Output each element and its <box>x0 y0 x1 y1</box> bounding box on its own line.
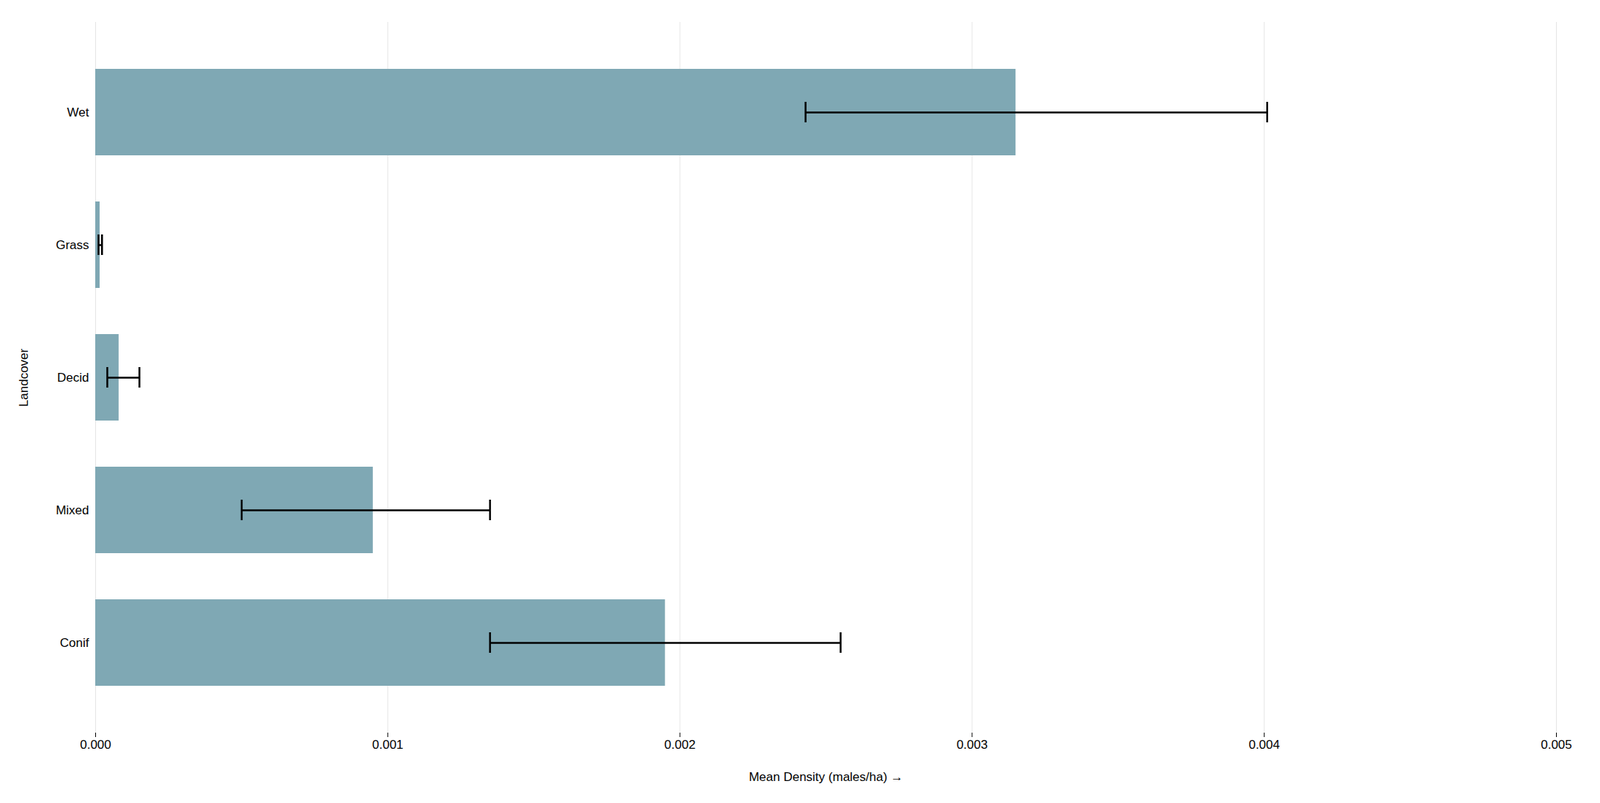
svg-text:0.000: 0.000 <box>79 737 112 752</box>
svg-text:0.003: 0.003 <box>956 737 989 752</box>
svg-text:Mean Density (males/ha) →: Mean Density (males/ha) → <box>748 769 904 784</box>
svg-text:Conif: Conif <box>60 635 90 650</box>
svg-text:Mixed: Mixed <box>55 503 89 518</box>
svg-text:0.001: 0.001 <box>372 737 404 752</box>
svg-text:0.005: 0.005 <box>1540 737 1573 752</box>
svg-text:Decid: Decid <box>57 370 89 385</box>
svg-text:Landcover: Landcover <box>16 347 31 407</box>
svg-text:Wet: Wet <box>67 105 90 120</box>
svg-text:Grass: Grass <box>55 238 89 253</box>
svg-text:0.002: 0.002 <box>664 737 696 752</box>
svg-text:0.004: 0.004 <box>1248 737 1280 752</box>
